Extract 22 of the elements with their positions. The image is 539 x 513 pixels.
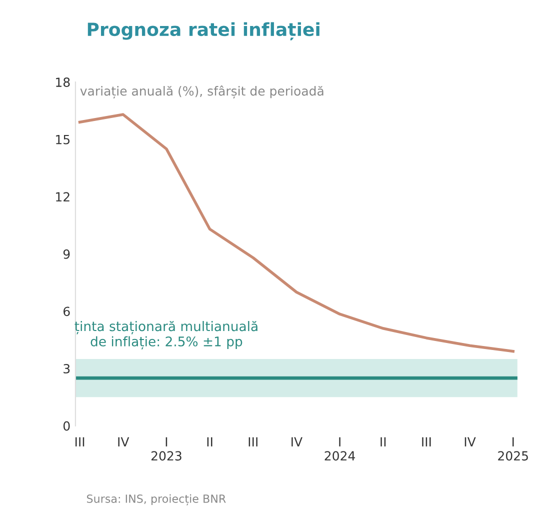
x-tick-label: I 2025 — [498, 437, 528, 461]
y-tick-label: 15 — [56, 135, 70, 144]
y-tick-label: 18 — [56, 78, 70, 88]
y-tick-label: 6 — [64, 306, 70, 316]
chart-subtitle: variație anuală (%), sfârșit de perioadă — [80, 86, 324, 99]
y-tick-label: 3 — [64, 364, 70, 374]
x-tick-label: II — [207, 437, 212, 446]
x-tick-label: II — [380, 437, 386, 446]
y-tick-label: 9 — [63, 249, 70, 259]
chart-title: Prognoza ratei inflației — [88, 22, 320, 40]
x-tick-label: IV — [464, 437, 476, 446]
y-tick-label: 0 — [63, 421, 70, 431]
x-tick-label: IV — [118, 437, 130, 446]
x-tick-label: III — [248, 437, 258, 446]
x-tick-label: III — [75, 437, 84, 446]
y-tick-label: 12 — [56, 192, 70, 202]
band-label: ținta staționară multianuală de inflație: 2.5% ±1 pp — [74, 320, 258, 350]
x-tick-label: IV — [292, 437, 302, 446]
text: Sursa: INS, proiecție BNR — [86, 494, 226, 506]
x-tick-label: III — [422, 437, 431, 446]
x-tick-label: I 2023 — [151, 437, 182, 461]
x-tick-label: I 2024 — [324, 437, 355, 461]
